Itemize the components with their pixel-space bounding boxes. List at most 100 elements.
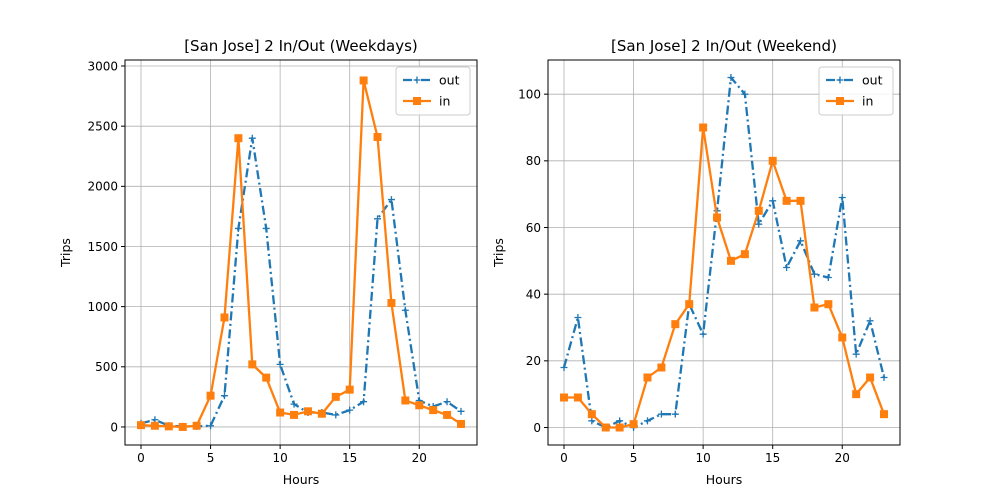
data-point	[824, 274, 832, 281]
data-point	[699, 123, 708, 132]
series-in	[137, 76, 465, 431]
y-tick-label: 1000	[87, 300, 118, 314]
data-point	[810, 270, 818, 278]
data-point	[741, 90, 749, 98]
x-tick-label: 15	[765, 451, 780, 465]
data-point	[866, 373, 875, 382]
legend-label: in	[439, 94, 450, 109]
data-point	[262, 224, 270, 232]
data-point	[713, 213, 722, 222]
x-tick-label: 0	[137, 451, 145, 465]
data-point	[207, 422, 215, 430]
data-point	[796, 196, 805, 205]
data-point	[783, 264, 791, 271]
data-point	[616, 417, 624, 425]
data-point	[838, 194, 846, 201]
data-point	[429, 406, 438, 415]
legend-label: out	[862, 73, 883, 88]
chart-panel-1: 0 5 10 15 20 0 20 40 60 80 100 [San Jose] 2 In/Out …	[491, 37, 901, 487]
data-point	[248, 360, 257, 369]
legend-entry-out: out	[826, 73, 883, 88]
data-point	[574, 314, 582, 321]
data-point	[220, 313, 229, 322]
data-point	[192, 421, 201, 430]
data-point	[374, 215, 382, 223]
data-point	[643, 373, 652, 382]
legend-entry-in: in	[826, 94, 873, 109]
data-point	[220, 392, 228, 400]
series-out	[137, 134, 465, 430]
y-tick-label: 20	[526, 354, 541, 368]
data-point	[768, 156, 777, 165]
legend-marker	[413, 97, 421, 105]
data-point	[866, 317, 874, 325]
y-tick-label: 0	[110, 420, 118, 434]
x-tick-label: 5	[207, 451, 215, 465]
data-point	[387, 196, 395, 204]
data-point	[754, 206, 763, 215]
series-in	[560, 123, 888, 432]
data-point	[401, 306, 409, 314]
data-point	[685, 300, 694, 309]
data-point	[629, 420, 638, 429]
y-tick-label: 40	[526, 287, 541, 301]
data-point	[457, 407, 465, 415]
data-point	[443, 398, 451, 406]
data-point	[560, 393, 568, 402]
data-point	[234, 134, 243, 143]
y-tick-label: 500	[95, 360, 118, 374]
data-point	[643, 417, 651, 425]
data-point	[401, 396, 410, 405]
data-point	[206, 391, 215, 400]
data-point	[164, 422, 173, 431]
data-point	[317, 409, 326, 418]
y-tick-label: 2500	[87, 119, 118, 133]
data-point	[457, 419, 465, 428]
y-tick-label: 1500	[87, 240, 118, 254]
data-point	[332, 411, 340, 419]
x-tick-label: 10	[695, 451, 710, 465]
data-point	[248, 134, 256, 142]
data-point	[852, 350, 860, 358]
legend-entry-out: out	[403, 73, 460, 88]
data-point	[740, 250, 749, 259]
y-tick-label: 3000	[87, 59, 118, 73]
data-point	[587, 410, 596, 419]
chart-title: [San Jose] 2 In/Out (Weekdays)	[184, 37, 418, 55]
data-point	[838, 333, 847, 342]
data-point	[726, 256, 735, 265]
data-point	[262, 373, 271, 382]
data-point	[727, 74, 735, 81]
series-line-out	[562, 76, 886, 429]
data-point	[782, 196, 791, 205]
y-axis-label: Trips	[58, 238, 73, 268]
data-point	[373, 133, 382, 141]
data-point	[290, 400, 298, 408]
legend-marker	[836, 76, 844, 84]
x-axis-label: Hours	[283, 472, 320, 487]
data-point	[852, 390, 861, 399]
data-point	[810, 303, 819, 312]
x-tick-label: 15	[342, 451, 357, 465]
chart-title: [San Jose] 2 In/Out (Weekend)	[611, 37, 837, 55]
axes-frame	[124, 59, 478, 446]
data-point	[290, 410, 299, 419]
legend-label: out	[439, 73, 460, 88]
data-point	[359, 76, 368, 85]
data-point	[615, 423, 624, 432]
data-point	[755, 220, 763, 228]
series-out	[560, 74, 888, 431]
x-tick-label: 20	[412, 451, 427, 465]
x-axis-label: Hours	[706, 472, 743, 487]
data-point	[824, 300, 833, 309]
legend: out in	[818, 66, 894, 116]
y-axis-label: Trips	[491, 238, 506, 268]
data-point	[657, 363, 666, 372]
data-point	[331, 392, 340, 401]
data-point	[360, 398, 368, 406]
data-point	[573, 393, 582, 402]
data-point	[415, 401, 424, 410]
series-line-in	[564, 126, 886, 429]
legend-marker	[413, 76, 421, 84]
legend-label: in	[862, 94, 873, 109]
